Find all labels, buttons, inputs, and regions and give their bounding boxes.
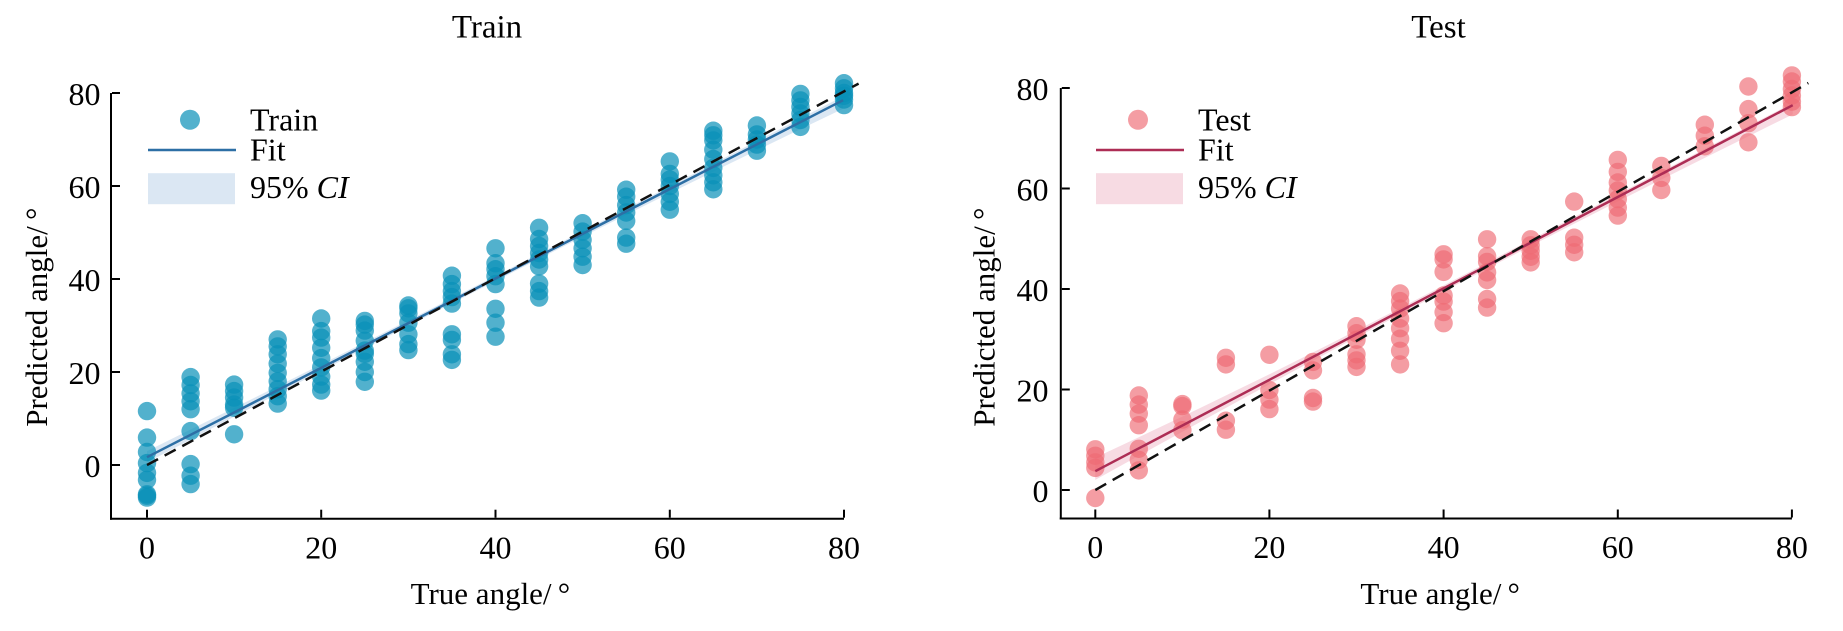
svg-text:0: 0	[139, 529, 155, 565]
svg-text:Fit: Fit	[1198, 132, 1234, 168]
svg-text:40: 40	[1428, 529, 1460, 565]
svg-text:20: 20	[305, 529, 337, 565]
svg-text:Test: Test	[1198, 101, 1251, 137]
svg-text:True angle/ °: True angle/ °	[1360, 576, 1520, 611]
svg-text:95% CI: 95% CI	[250, 169, 350, 205]
svg-text:20: 20	[69, 355, 101, 391]
svg-text:60: 60	[69, 169, 101, 205]
svg-text:80: 80	[828, 529, 860, 565]
svg-text:Predicted angle/ °: Predicted angle/ °	[966, 208, 1001, 427]
svg-text:Predicted angle/ °: Predicted angle/ °	[19, 208, 54, 427]
svg-text:40: 40	[1017, 272, 1049, 308]
svg-text:20: 20	[1253, 529, 1285, 565]
svg-text:20: 20	[1017, 372, 1049, 408]
svg-text:40: 40	[480, 529, 512, 565]
svg-text:True angle/ °: True angle/ °	[411, 576, 571, 611]
svg-text:95% CI: 95% CI	[1198, 169, 1298, 205]
svg-text:Train: Train	[452, 10, 522, 46]
svg-text:Test: Test	[1411, 10, 1466, 46]
svg-text:0: 0	[85, 448, 101, 484]
svg-text:60: 60	[654, 529, 686, 565]
svg-text:80: 80	[69, 76, 101, 112]
svg-text:0: 0	[1087, 529, 1103, 565]
svg-text:80: 80	[1776, 529, 1808, 565]
svg-text:40: 40	[69, 262, 101, 298]
svg-text:80: 80	[1017, 71, 1049, 107]
svg-text:Fit: Fit	[250, 132, 286, 168]
svg-text:60: 60	[1017, 171, 1049, 207]
svg-text:60: 60	[1602, 529, 1634, 565]
svg-text:0: 0	[1033, 473, 1049, 509]
svg-text:Train: Train	[250, 101, 318, 137]
